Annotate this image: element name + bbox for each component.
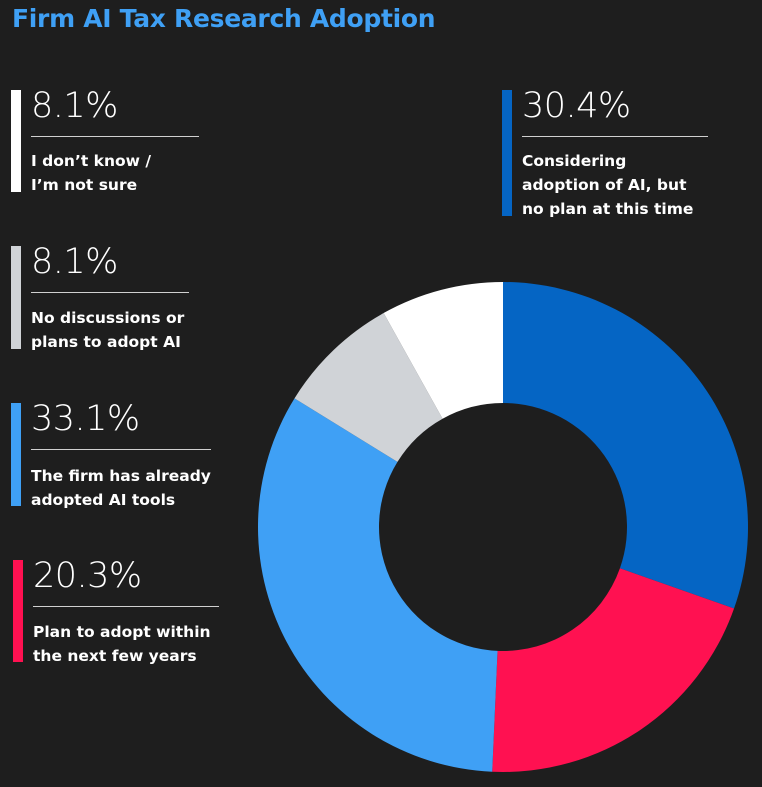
legend-divider	[522, 136, 708, 137]
slice-already-adopted	[257, 398, 498, 772]
legend-percent: 8.1%	[31, 242, 118, 282]
chart-title: Firm AI Tax Research Adoption	[12, 4, 436, 33]
legend-percent: 8.1%	[31, 86, 118, 126]
legend-divider	[31, 136, 199, 137]
legend-item-plan-to-adopt: 20.3% Plan to adopt within the next few …	[13, 556, 223, 665]
legend-color-bar	[11, 246, 21, 349]
legend-item-no-discussions: 8.1% No discussions or plans to adopt AI	[11, 242, 211, 351]
legend-label: I don’t know / I’m not sure	[31, 152, 152, 194]
legend-color-bar	[13, 560, 23, 662]
slice-considering	[503, 282, 748, 609]
legend-label: Considering adoption of AI, but no plan …	[522, 152, 694, 218]
legend-item-dont-know: 8.1% I don’t know / I’m not sure	[11, 86, 211, 194]
legend-label: The firm has already adopted AI tools	[31, 467, 211, 509]
legend-color-bar	[11, 90, 21, 192]
legend-divider	[31, 292, 189, 293]
legend-percent: 20.3%	[33, 556, 142, 596]
legend-item-already-adopted: 33.1% The firm has already adopted AI to…	[11, 399, 221, 509]
legend-color-bar	[502, 90, 512, 216]
legend-divider	[31, 449, 211, 450]
legend-item-considering: 30.4% Considering adoption of AI, but no…	[502, 86, 722, 218]
slice-plan-to-adopt	[492, 568, 735, 772]
legend-color-bar	[11, 403, 21, 506]
slice-dont-know	[383, 282, 503, 419]
legend-label: No discussions or plans to adopt AI	[31, 309, 185, 351]
legend-divider	[33, 606, 219, 607]
legend-percent: 33.1%	[31, 399, 140, 439]
legend-label: Plan to adopt within the next few years	[33, 623, 211, 665]
slice-no-discussions	[294, 313, 443, 462]
legend-percent: 30.4%	[522, 86, 631, 126]
